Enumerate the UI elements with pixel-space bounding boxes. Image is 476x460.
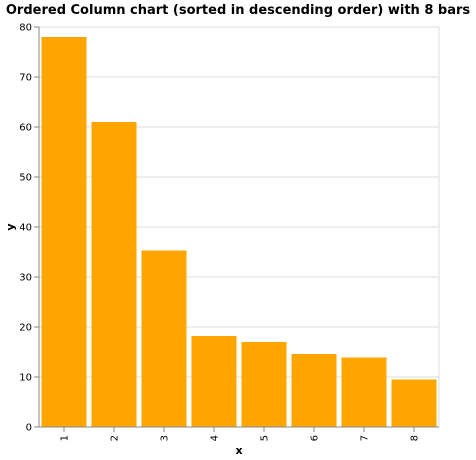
axes: 0 10 20 30 40 50 60 70 80 1 2 3 4 5 6 7 8 <box>19 23 439 441</box>
y-tick-label: 0 <box>26 423 32 434</box>
bar-6 <box>291 354 337 427</box>
y-tick-label: 70 <box>19 73 32 84</box>
y-tick-label: 40 <box>19 223 32 234</box>
x-tick-label: 7 <box>360 435 371 441</box>
y-tick-label: 50 <box>19 173 32 184</box>
bar-8 <box>391 379 437 427</box>
bar-2 <box>91 122 137 427</box>
y-axis-title: y <box>4 223 17 230</box>
bar-3 <box>141 250 187 427</box>
y-tick-label: 80 <box>19 23 32 34</box>
x-tick-label: 4 <box>210 435 221 441</box>
chart-title: Ordered Column chart (sorted in descendi… <box>6 3 471 18</box>
x-tick-label: 2 <box>110 435 121 441</box>
y-tick-label: 60 <box>19 123 32 134</box>
x-tick-label: 3 <box>160 435 171 441</box>
bar-4 <box>191 336 237 427</box>
bar-1 <box>41 37 87 427</box>
x-tick-label: 6 <box>310 435 321 441</box>
x-axis-title: x <box>235 444 242 457</box>
y-tick-label: 20 <box>19 323 32 334</box>
bar-5 <box>241 342 287 427</box>
x-tick-label: 8 <box>410 435 421 441</box>
x-tick-label: 5 <box>260 435 271 441</box>
bar-7 <box>341 357 387 427</box>
bars <box>41 37 437 427</box>
x-tick-label: 1 <box>60 435 71 441</box>
y-tick-label: 30 <box>19 273 32 284</box>
y-tick-label: 10 <box>19 373 32 384</box>
